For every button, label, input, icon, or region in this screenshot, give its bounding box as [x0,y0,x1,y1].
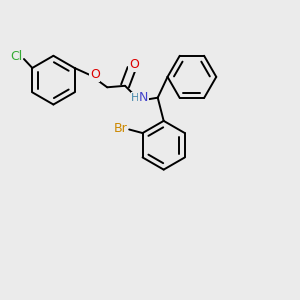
Text: Br: Br [113,122,127,134]
Text: Cl: Cl [11,50,23,63]
Text: N: N [139,91,148,104]
Text: H: H [131,93,140,103]
Text: O: O [129,58,139,71]
Text: O: O [90,68,100,81]
